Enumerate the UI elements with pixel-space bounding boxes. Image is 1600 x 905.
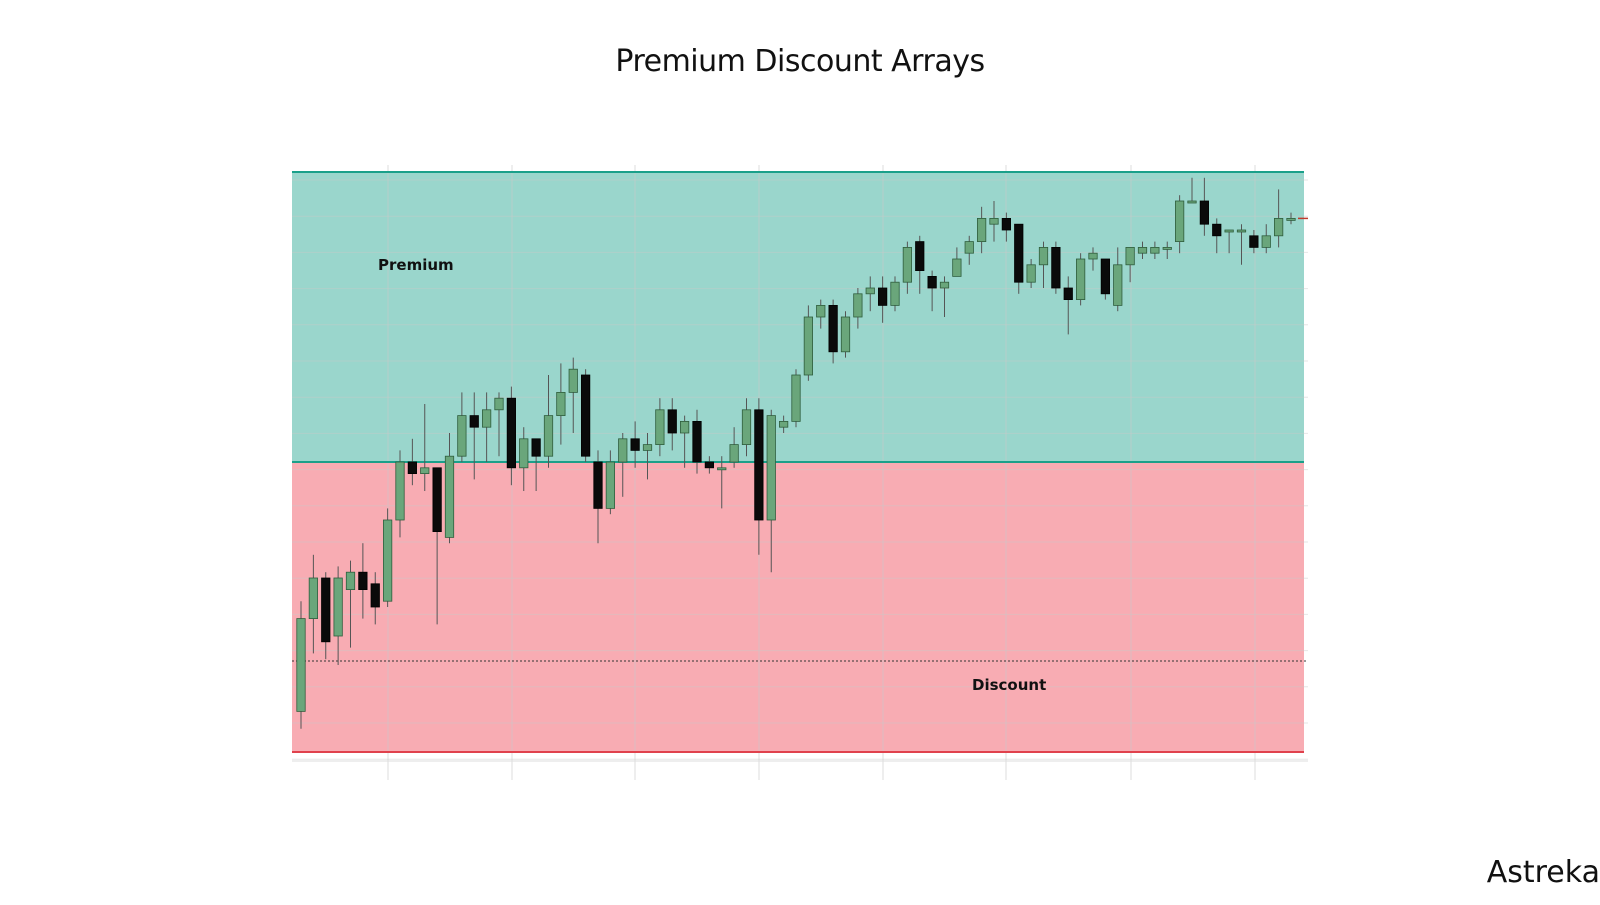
candle-body-bullish: [1150, 246, 1160, 254]
candle-body-bearish: [321, 577, 331, 643]
candle-body-bearish: [704, 461, 714, 469]
candle-body-bearish: [878, 287, 888, 306]
candle-body-bearish: [407, 461, 417, 475]
candle-body-bullish: [729, 444, 739, 463]
candle-body-bearish: [506, 397, 516, 469]
candle-body-bullish: [543, 415, 554, 457]
candle-body-bullish: [308, 577, 318, 619]
candle-body-bullish: [865, 287, 875, 295]
candle-body-bearish: [754, 409, 764, 521]
candle-body-bearish: [432, 467, 442, 532]
candle-body-bearish: [915, 241, 925, 272]
candle-body-bullish: [1088, 252, 1098, 260]
candle-body-bullish: [890, 281, 900, 306]
premium-label: Premium: [378, 256, 454, 274]
candle-body-bullish: [791, 374, 801, 422]
candle-body-bullish: [779, 420, 789, 428]
candle-body-bullish: [964, 241, 974, 254]
candle-body-bullish: [741, 409, 752, 445]
candle-body-bullish: [1162, 246, 1172, 250]
candle-body-bearish: [1100, 258, 1110, 295]
candle-body-bullish: [989, 217, 999, 225]
candle-body-bearish: [1051, 246, 1061, 289]
candle-body-bearish: [1249, 235, 1259, 248]
candle-body-bullish: [840, 316, 851, 353]
candle-body-bearish: [358, 571, 368, 591]
candle-body-bullish: [1026, 264, 1036, 283]
candle-body-bearish: [1063, 287, 1073, 300]
candle-body-bullish: [816, 304, 826, 318]
candle-body-bullish: [1187, 200, 1197, 204]
candle-body-bullish: [333, 577, 343, 637]
candle-body-bullish: [457, 415, 467, 457]
candle-body-bullish: [1137, 246, 1148, 254]
candle-body-bullish: [395, 461, 405, 521]
candle-body-bearish: [593, 461, 603, 509]
candle-body-bearish: [531, 438, 541, 457]
candle-body-bullish: [717, 467, 727, 471]
candle-body-bullish: [977, 217, 987, 242]
candle-body-bullish: [1175, 200, 1185, 242]
watermark-text: Astreka: [1486, 855, 1600, 890]
discount-zone: [292, 462, 1304, 752]
candle-body-bullish: [494, 397, 504, 411]
candle-body-bullish: [519, 438, 529, 469]
candle-body-bearish: [1001, 217, 1011, 231]
candle-body-bullish: [482, 409, 492, 428]
candle-body-bullish: [1286, 217, 1296, 221]
candle-body-bullish: [345, 571, 356, 591]
candle-body-bullish: [444, 455, 455, 538]
candle-body-bullish: [642, 444, 653, 451]
candle-body-bearish: [692, 420, 702, 463]
candle-body-bearish: [1199, 200, 1209, 225]
candle-body-bearish: [828, 304, 838, 353]
candle-body-bullish: [296, 618, 306, 712]
candle-body-bullish: [766, 415, 776, 521]
candle-body-bullish: [902, 246, 912, 283]
candle-body-bullish: [680, 420, 690, 434]
chart-title: Premium Discount Arrays: [615, 44, 985, 79]
candle-body-bullish: [952, 258, 962, 277]
candle-body-bearish: [469, 415, 479, 428]
candle-body-bullish: [853, 293, 863, 318]
candle-body-bearish: [1014, 223, 1024, 283]
candle-body-bullish: [1076, 258, 1086, 300]
candle-body-bullish: [939, 281, 950, 289]
candle-body-bearish: [1212, 223, 1222, 237]
candle-body-bullish: [1113, 264, 1123, 306]
candle-body-bullish: [420, 467, 430, 474]
discount-label: Discount: [972, 676, 1046, 694]
candle-body-bullish: [1274, 217, 1284, 237]
candle-body-bullish: [803, 316, 813, 376]
candle-body-bullish: [556, 391, 566, 416]
candle-body-bullish: [1224, 229, 1234, 233]
candle-body-bearish: [630, 438, 640, 451]
candle-body-bullish: [1125, 246, 1135, 266]
candle-body-bearish: [667, 409, 677, 434]
candle-body-bearish: [370, 583, 380, 608]
candle-body-bullish: [568, 368, 578, 393]
candle-body-bullish: [1038, 246, 1049, 266]
candle-body-bullish: [383, 519, 393, 602]
candle-body-bullish: [618, 438, 628, 463]
candle-body-bullish: [1261, 235, 1271, 248]
candle-body-bearish: [927, 275, 937, 289]
candle-body-bullish: [655, 409, 665, 445]
candle-body-bearish: [581, 374, 591, 457]
candle-body-bullish: [605, 461, 615, 509]
candle-body-bullish: [1236, 229, 1247, 233]
